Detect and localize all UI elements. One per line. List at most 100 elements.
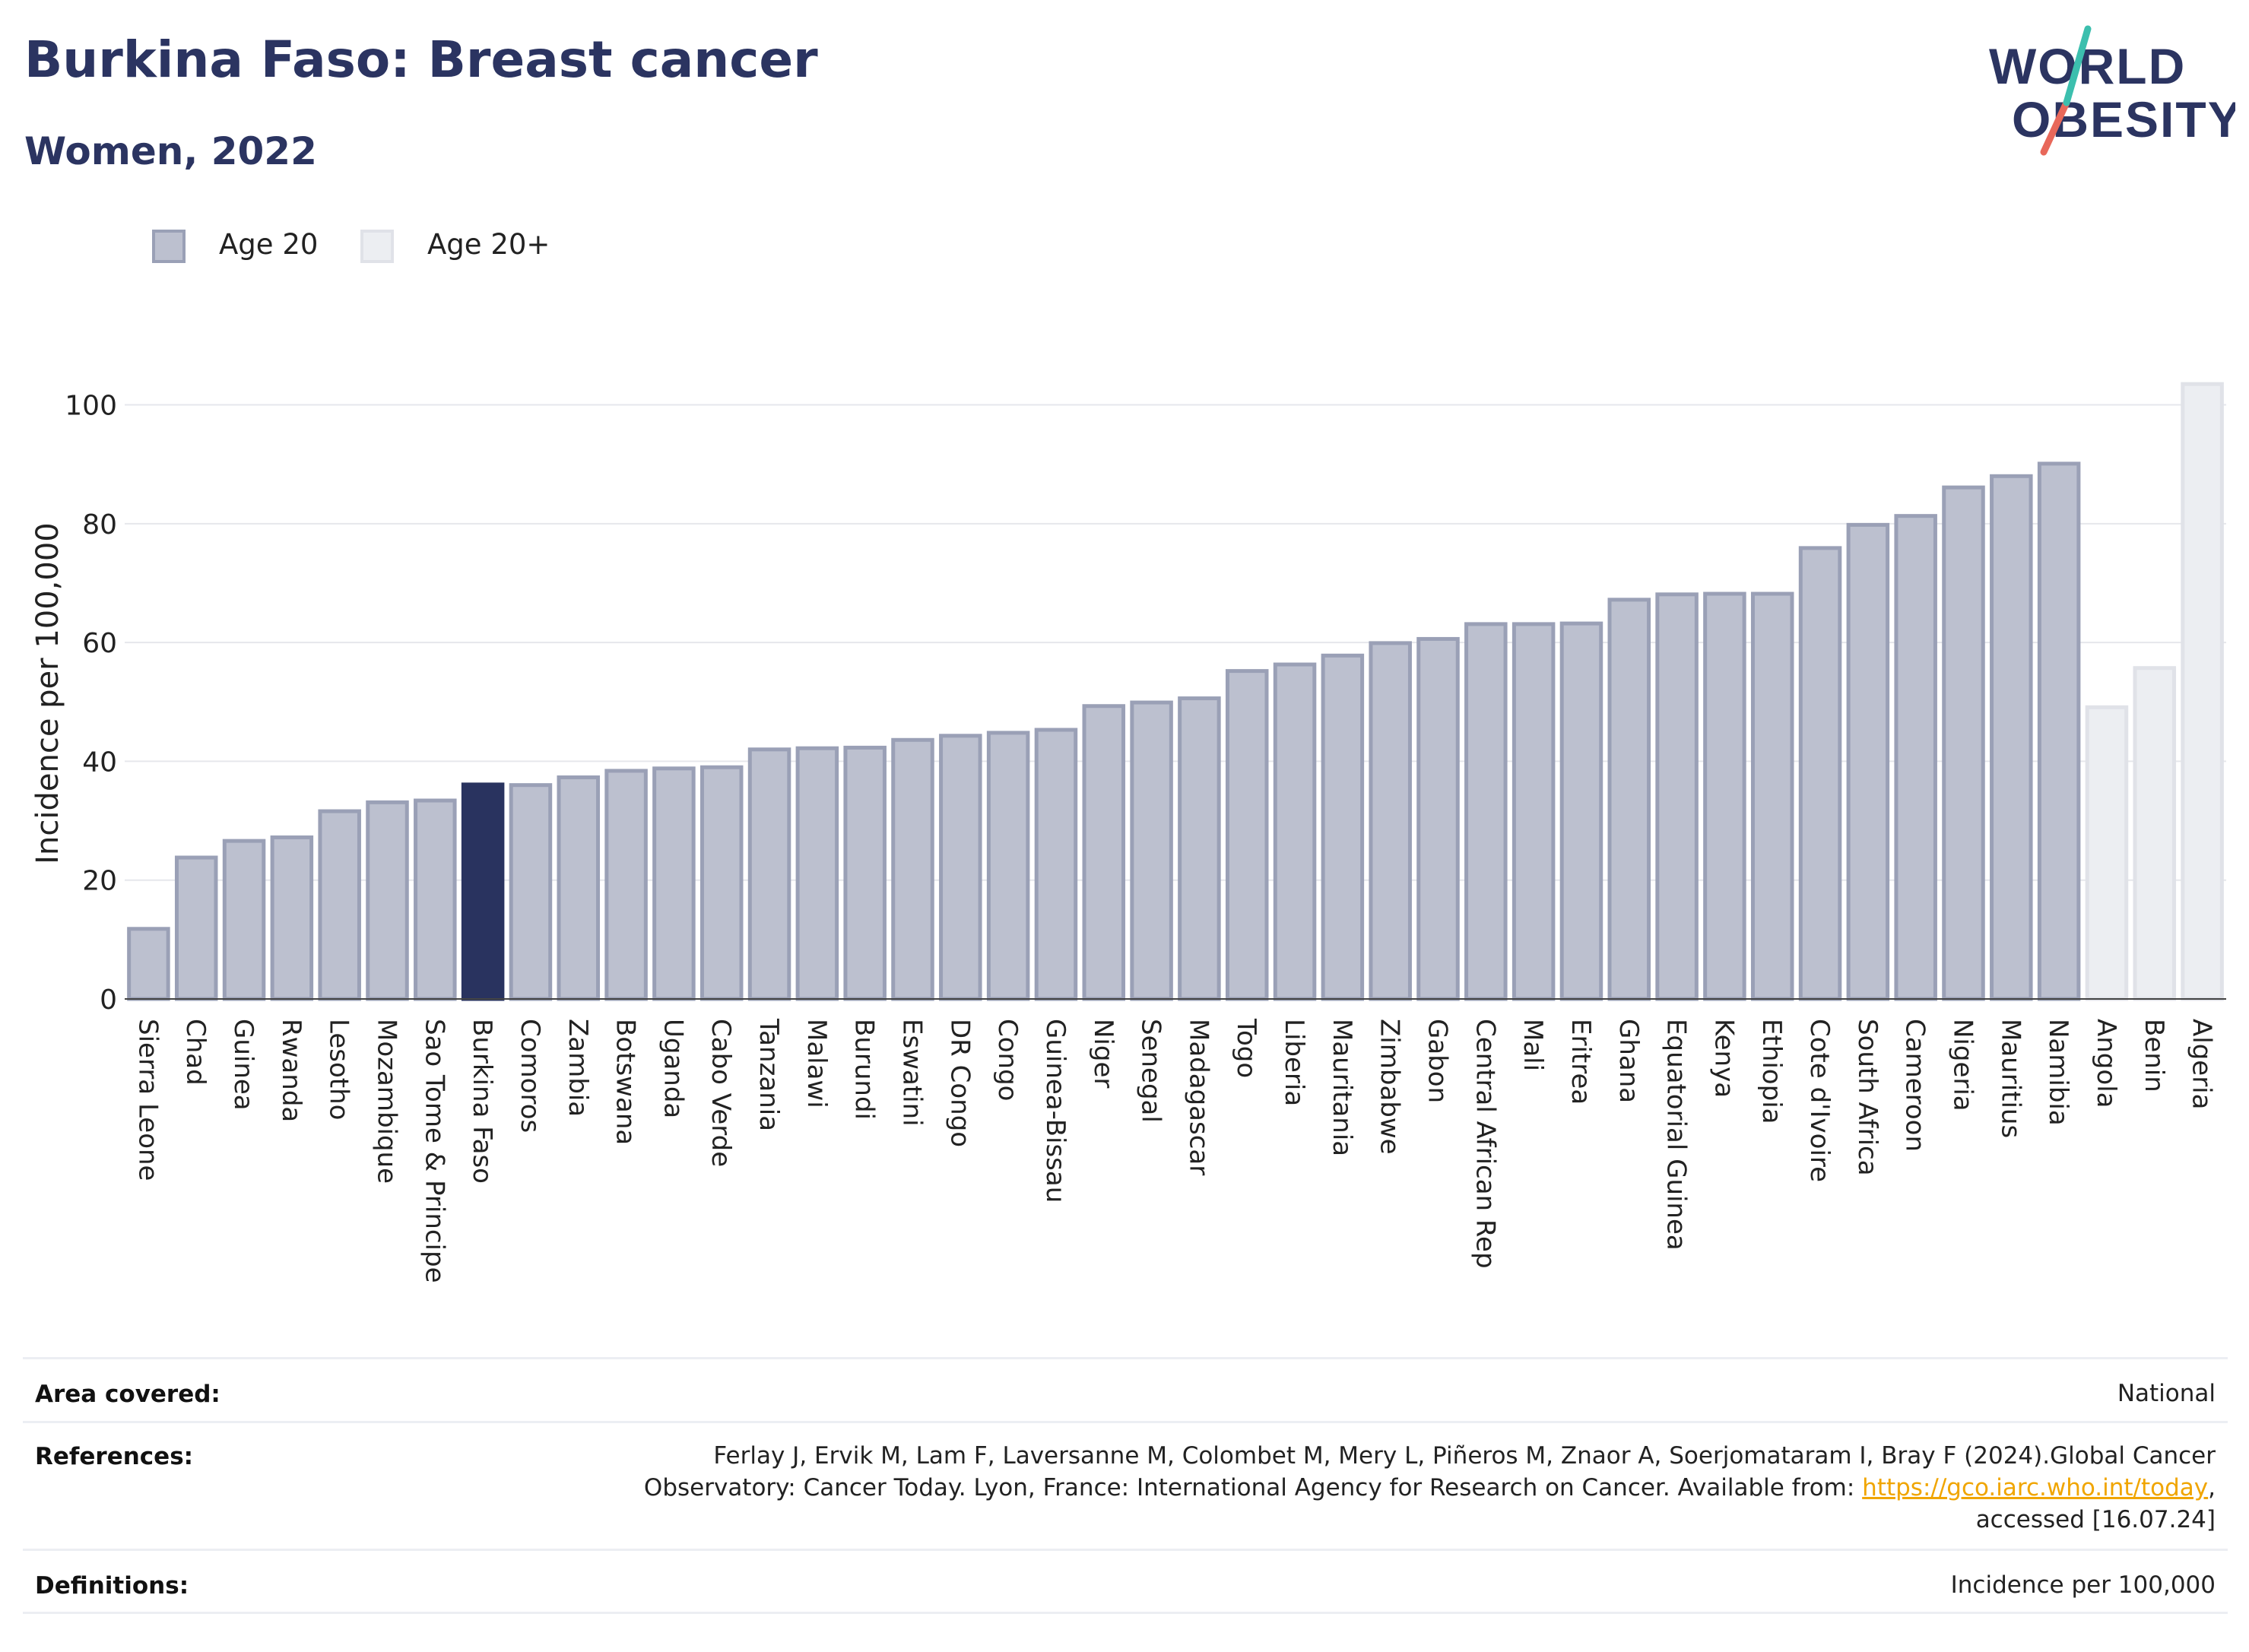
bar-burkina-faso[interactable] (461, 782, 505, 1001)
bar-chad[interactable] (174, 855, 218, 1001)
footer-row-area: Area covered: National (23, 1357, 2228, 1420)
references-line-3: accessed [16.07.24] (1975, 1506, 2216, 1533)
bar-sierra-leone[interactable] (127, 927, 170, 1001)
bar-guinea[interactable] (222, 839, 266, 1001)
x-tick-label: Zambia (563, 1019, 593, 1117)
references-line-2-end: , (2208, 1474, 2216, 1501)
bar-cote-d-ivoire[interactable] (1798, 546, 1842, 1001)
bar-malawi[interactable] (795, 746, 839, 1001)
y-tick-label: 60 (82, 628, 117, 659)
bar-zambia[interactable] (557, 775, 601, 1001)
bar-cameroon[interactable] (1894, 514, 1937, 1001)
definitions-label: Definitions: (35, 1572, 189, 1600)
references-link[interactable]: https://gco.iarc.who.int/today (1862, 1474, 2209, 1501)
x-tick-label: Liberia (1279, 1019, 1309, 1106)
x-tick-label: Cote d'Ivoire (1804, 1019, 1835, 1182)
x-tick-label: Mauritius (1995, 1019, 2025, 1138)
x-tick-label: Cameroon (1900, 1019, 1930, 1152)
x-tick-label: Kenya (1708, 1019, 1739, 1098)
x-tick-label: Chad (180, 1019, 211, 1086)
bar-chart: 0 20 40 60 80 100 Sierra Leone Chad Guinea Rwand… (30, 382, 2226, 1283)
x-tick-label: Senegal (1136, 1019, 1166, 1123)
bar-burundi[interactable] (843, 745, 887, 1001)
x-tick-label: Mali (1518, 1019, 1548, 1071)
bar-botswana[interactable] (604, 769, 648, 1001)
world-obesity-logo: WORLD OBESITY (1989, 25, 2235, 156)
legend-label-age-20-plus: Age 20+ (427, 228, 550, 261)
x-tick-label: Mozambique (372, 1019, 402, 1184)
area-covered-label: Area covered: (35, 1381, 220, 1408)
x-tick-label: DR Congo (944, 1019, 975, 1147)
bar-gabon[interactable] (1416, 636, 1460, 1001)
x-tick-label: Ghana (1613, 1019, 1644, 1103)
bar-namibia[interactable] (2037, 461, 2081, 1001)
bar-tanzania[interactable] (747, 747, 791, 1001)
x-tick-label: Uganda (658, 1019, 688, 1118)
y-tick-label: 20 (82, 866, 117, 897)
x-tick-label: Lesotho (324, 1019, 354, 1120)
bar-madagascar[interactable] (1178, 696, 1221, 1001)
legend-swatch-age-20 (152, 230, 186, 263)
bar-ghana[interactable] (1607, 598, 1651, 1001)
legend-swatch-age-20-plus (360, 230, 394, 263)
x-tick-label: South Africa (1852, 1019, 1883, 1176)
x-tick-label: Malawi (801, 1019, 832, 1108)
bar-eswatini[interactable] (891, 737, 934, 1001)
bar-cabo-verde[interactable] (699, 765, 744, 1001)
x-tick-label: Comoros (515, 1019, 545, 1133)
bar-mauritius[interactable] (1990, 474, 2033, 1001)
bar-eritrea[interactable] (1559, 621, 1603, 1001)
bar-mozambique[interactable] (366, 800, 409, 1001)
x-tick-label: Rwanda (276, 1019, 306, 1122)
bar-nigeria[interactable] (1942, 485, 1985, 1001)
bar-south-africa[interactable] (1846, 522, 1890, 1001)
bar-mauritania[interactable] (1321, 653, 1365, 1001)
y-tick-label: 80 (82, 509, 117, 541)
x-tick-label: Botswana (611, 1019, 641, 1145)
bar-lesotho[interactable] (318, 809, 361, 1001)
x-tick-label: Burundi (849, 1019, 880, 1120)
references-text: Ferlay J, Ervik M, Lam F, Laversanne M, … (644, 1440, 2216, 1536)
bar-rwanda[interactable] (270, 835, 314, 1001)
bar-angola[interactable] (2085, 705, 2129, 1001)
bar-ethiopia[interactable] (1750, 591, 1794, 1001)
logo-text-world: WORLD (1989, 38, 2186, 94)
bar-mali[interactable] (1511, 622, 1556, 1001)
area-covered-value: National (2117, 1380, 2216, 1407)
page-title: Burkina Faso: Breast cancer (24, 30, 818, 89)
x-tick-label: Niger (1088, 1019, 1118, 1088)
bar-algeria[interactable] (2181, 382, 2224, 1001)
bar-central-african-rep[interactable] (1464, 622, 1508, 1001)
bar-dr-congo[interactable] (939, 734, 982, 1001)
bar-congo[interactable] (986, 731, 1030, 1001)
bar-senegal[interactable] (1130, 700, 1173, 1001)
bar-togo[interactable] (1225, 669, 1269, 1001)
x-tick-label: Congo (992, 1019, 1023, 1101)
bar-liberia[interactable] (1273, 662, 1317, 1001)
x-tick-label: Eritrea (1565, 1019, 1596, 1105)
references-line-1: Ferlay J, Ervik M, Lam F, Laversanne M, … (713, 1442, 2216, 1470)
bar-kenya[interactable] (1703, 591, 1746, 1001)
x-tick-label: Cabo Verde (706, 1019, 736, 1167)
bar-equatorial-guinea[interactable] (1655, 592, 1699, 1001)
x-tick-label: Madagascar (1183, 1019, 1213, 1175)
x-tick-label: Equatorial Guinea (1661, 1019, 1692, 1251)
y-tick-label: 100 (65, 391, 117, 422)
legend-label-age-20: Age 20 (219, 228, 319, 261)
footer-row-references: References: Ferlay J, Ervik M, Lam F, La… (23, 1421, 2228, 1548)
bar-uganda[interactable] (652, 766, 696, 1001)
x-tick-label: Nigeria (1948, 1019, 1978, 1111)
bar-sao-tome-principe[interactable] (414, 798, 457, 1001)
page-subtitle: Women, 2022 (24, 129, 317, 173)
x-tick-label: Mauritania (1327, 1019, 1357, 1156)
y-tick-label: 40 (82, 747, 117, 778)
x-tick-label: Sao Tome & Principe (419, 1019, 449, 1283)
bar-niger[interactable] (1082, 704, 1126, 1001)
bar-guinea-bissau[interactable] (1034, 728, 1078, 1001)
bar-zimbabwe[interactable] (1369, 641, 1412, 1001)
y-axis-title: Incidence per 100,000 (30, 522, 65, 864)
bar-benin[interactable] (2133, 666, 2177, 1001)
bar-comoros[interactable] (509, 783, 553, 1001)
x-tick-label: Burkina Faso (467, 1019, 497, 1184)
x-tick-label: Tanzania (753, 1018, 784, 1131)
